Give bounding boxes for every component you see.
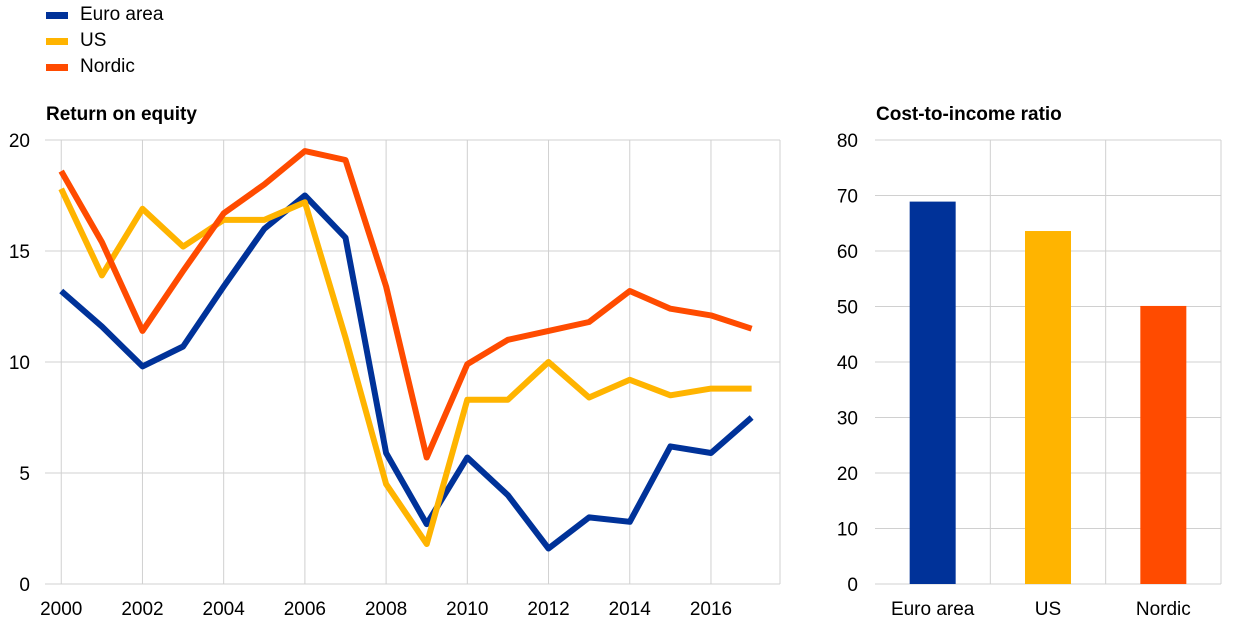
- x-tick-label: 2010: [446, 599, 488, 620]
- x-tick-label: 2006: [284, 599, 326, 620]
- legend-swatch-euro-area: [46, 11, 68, 19]
- x-tick-label: 2016: [690, 599, 732, 620]
- legend-label: US: [80, 30, 107, 51]
- y-tick-label: 5: [19, 464, 30, 485]
- bar-nordic: [1140, 305, 1187, 584]
- bar-chart-title: Cost-to-income ratio: [876, 104, 1062, 125]
- x-tick-label: US: [1035, 599, 1061, 620]
- y-tick-label: 30: [837, 409, 858, 430]
- bar-chart: 0 10 20 30 40 50 60 70 80 Euro area US Nordic: [837, 131, 1222, 620]
- series-line-us: [58, 187, 752, 547]
- legend-swatch-nordic: [46, 63, 68, 71]
- series-line-euro-area: [59, 192, 754, 552]
- line-chart-title: Return on equity: [46, 104, 197, 125]
- x-tick-label: 2004: [203, 599, 246, 620]
- y-tick-label: 0: [19, 575, 30, 596]
- y-tick-label: 10: [837, 520, 858, 541]
- x-tick-label: 2002: [121, 599, 163, 620]
- legend: Euro area US Nordic: [46, 2, 163, 80]
- x-tick-label: 2012: [527, 599, 569, 620]
- x-tick-label: 2014: [609, 599, 652, 620]
- x-tick-label: Euro area: [891, 599, 975, 620]
- legend-label: Nordic: [80, 56, 135, 77]
- y-tick-label: 20: [9, 131, 30, 152]
- series-line-nordic: [58, 148, 753, 461]
- x-tick-label: 2000: [40, 599, 82, 620]
- y-tick-label: 20: [837, 464, 858, 485]
- bar-us: [1025, 231, 1071, 584]
- legend-item-euro-area: Euro area: [46, 2, 163, 28]
- y-tick-label: 70: [837, 187, 858, 208]
- y-tick-label: 10: [9, 353, 30, 374]
- legend-swatch-us: [46, 37, 68, 45]
- legend-item-nordic: Nordic: [46, 54, 163, 80]
- y-tick-label: 60: [837, 242, 858, 263]
- y-tick-label: 50: [837, 298, 858, 319]
- line-chart: 0 5 10 15 20 2000 2002 2004 2006 2008 2010 2012 2014…: [9, 131, 781, 620]
- legend-item-us: US: [46, 28, 163, 54]
- bar-euro-area: [909, 201, 956, 585]
- y-tick-label: 80: [837, 131, 858, 152]
- x-tick-label: Nordic: [1136, 599, 1191, 620]
- x-tick-label: 2008: [365, 599, 407, 620]
- y-tick-label: 15: [9, 242, 30, 263]
- y-tick-label: 0: [847, 575, 858, 596]
- y-tick-label: 40: [837, 353, 858, 374]
- legend-label: Euro area: [80, 4, 164, 25]
